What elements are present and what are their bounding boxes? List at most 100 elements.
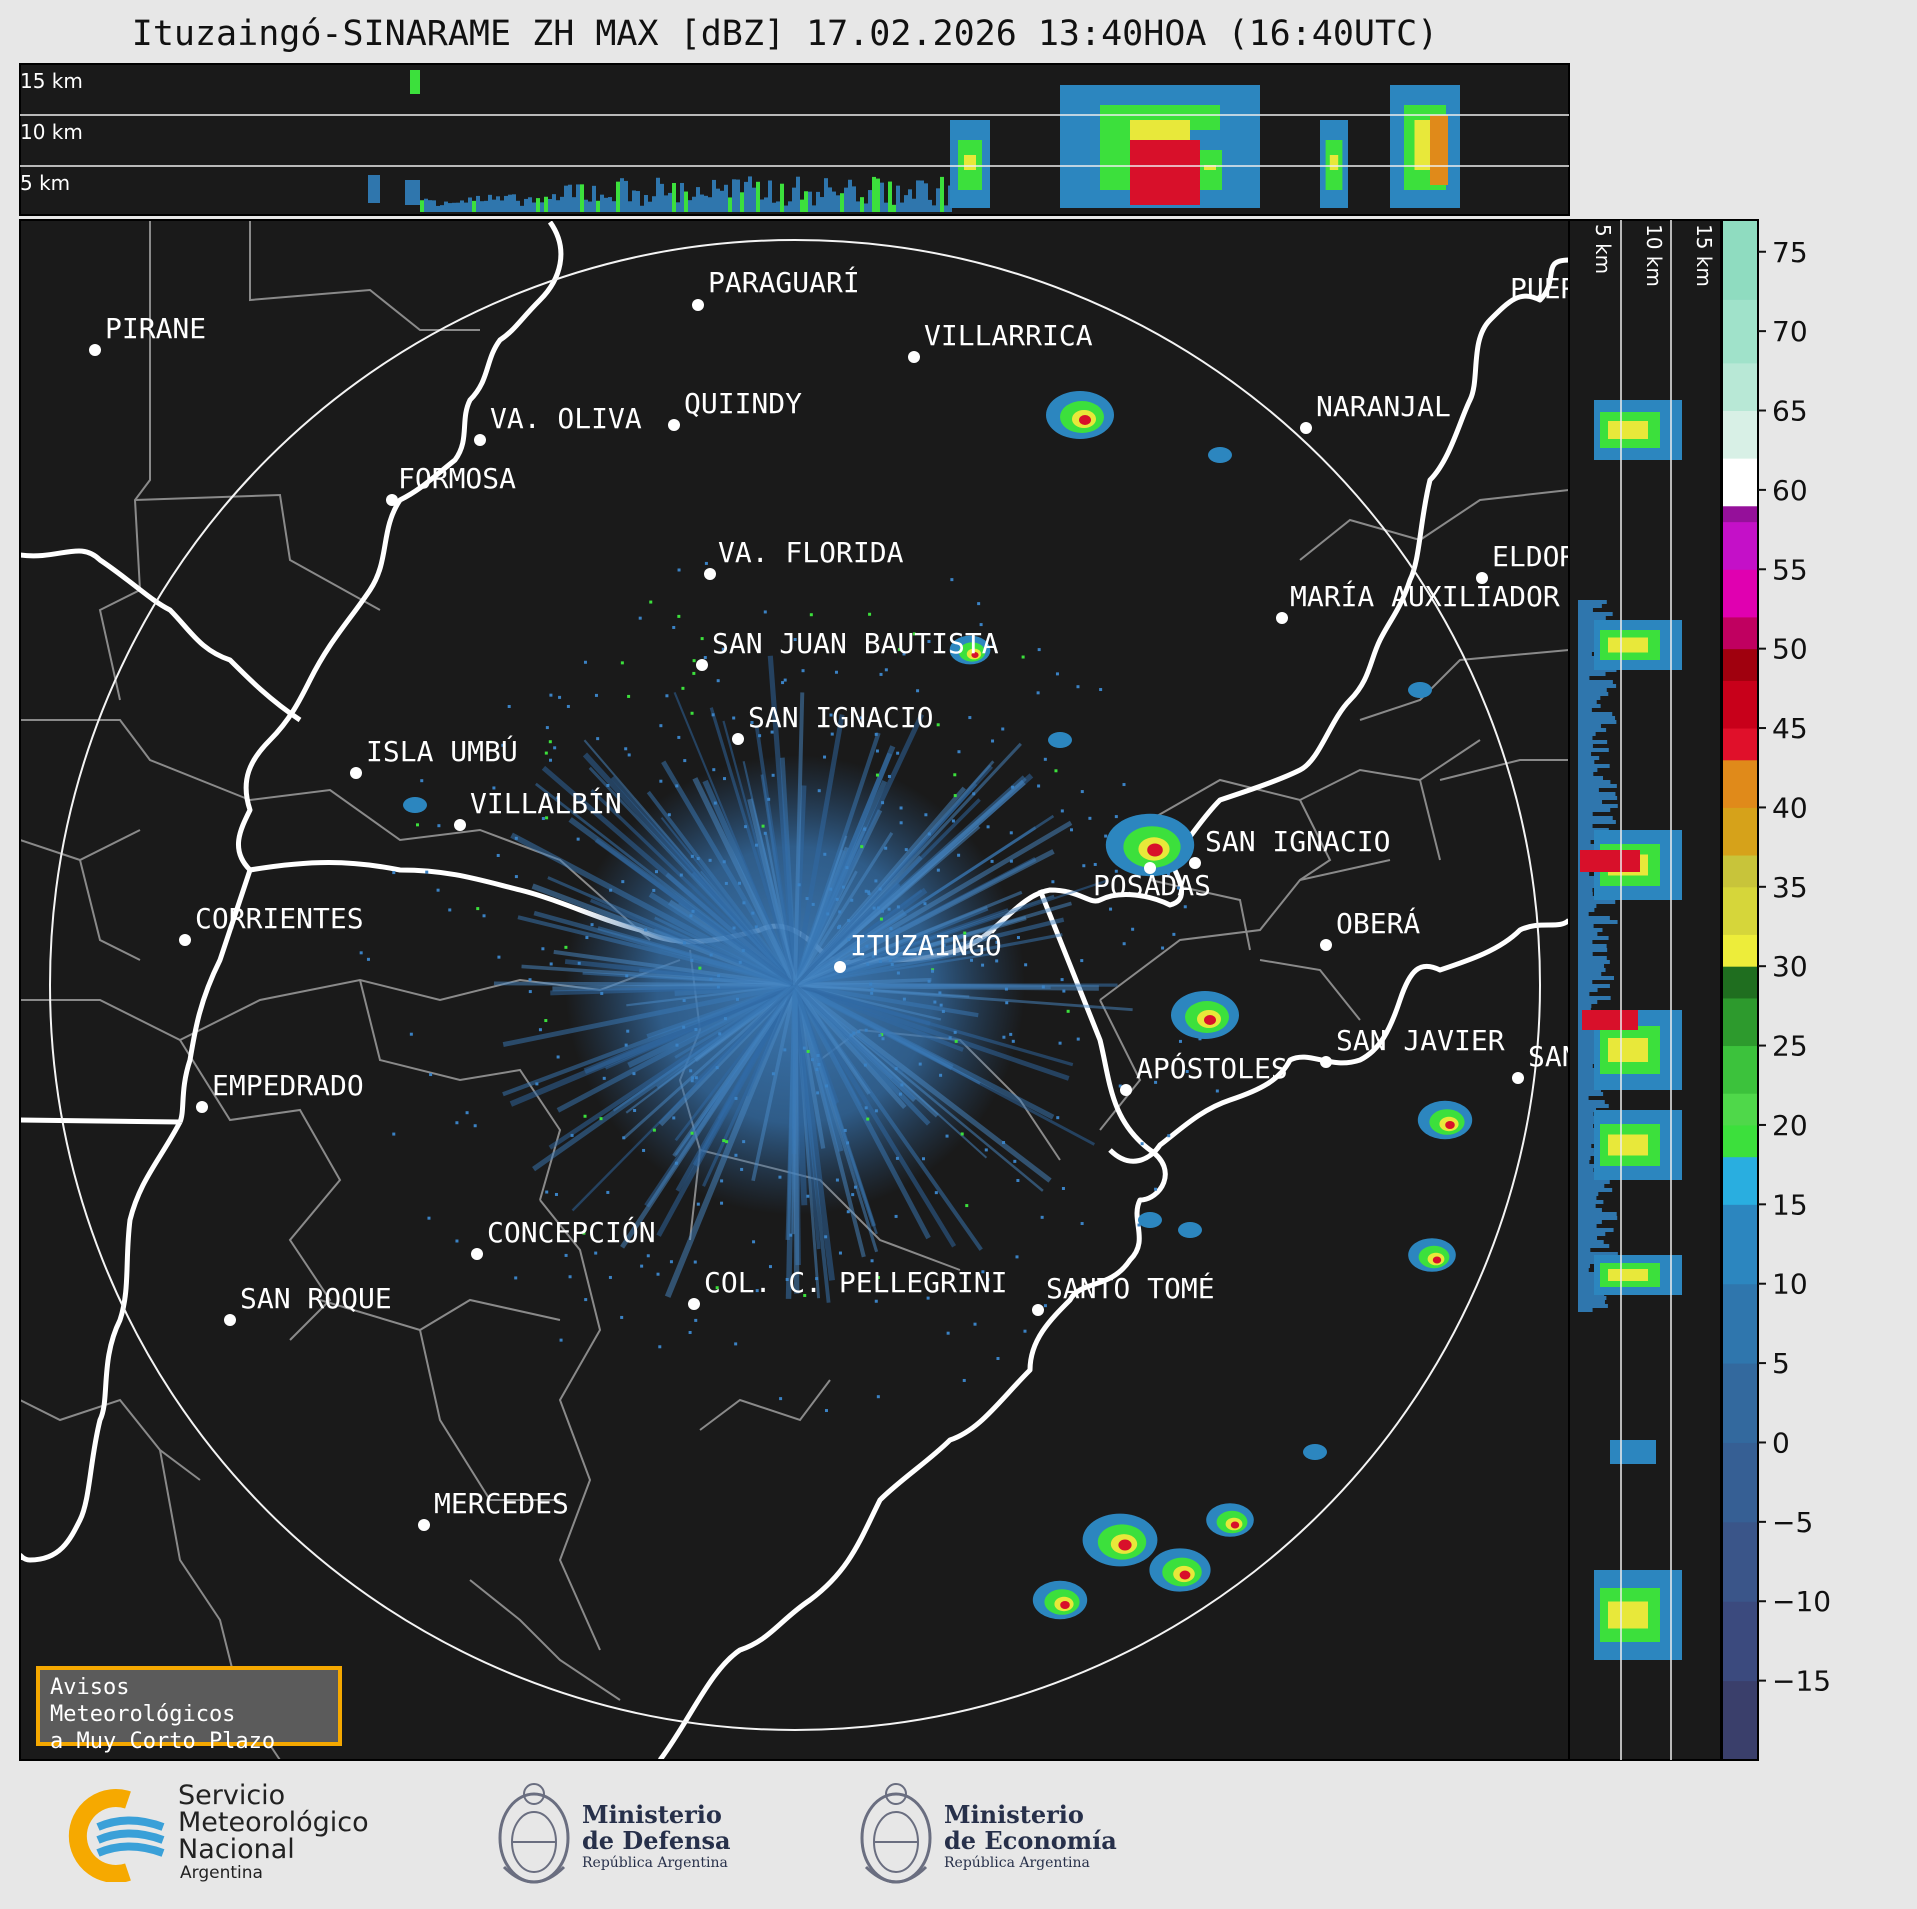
speckle (627, 753, 631, 757)
side-echo-row (1578, 892, 1593, 896)
speckle (927, 639, 931, 643)
speckle (1004, 987, 1008, 991)
top-echo-column (540, 202, 544, 212)
side-echo-row (1578, 1236, 1598, 1240)
side-echo-row (1578, 1132, 1600, 1136)
speckle (696, 857, 700, 861)
speckle (722, 1139, 726, 1143)
side-echo-row (1578, 956, 1607, 960)
top-echo-column (484, 200, 488, 212)
speckle (1154, 1080, 1158, 1084)
speckle (824, 1235, 828, 1239)
side-echo-row (1608, 1601, 1648, 1629)
side-echo-row (1578, 872, 1590, 876)
clutter-ray (502, 982, 796, 1047)
economia-line-2: de Economía (944, 1826, 1117, 1855)
side-echo-row (1578, 884, 1610, 888)
city-marker (696, 659, 708, 671)
speckle (939, 1073, 943, 1077)
speckle (734, 1096, 738, 1100)
clutter-ray (605, 983, 796, 1070)
speckle (689, 914, 693, 918)
top-echo-column (468, 197, 472, 212)
top-echo-column (512, 194, 516, 212)
side-echo-row (1608, 1269, 1648, 1281)
top-echo-column (932, 205, 936, 212)
speckle (712, 768, 716, 772)
colorbar-tick-label: 65 (1772, 395, 1808, 428)
side-echo-row (1578, 684, 1617, 688)
top-echo-column (528, 197, 532, 212)
top-echo-column (680, 182, 684, 212)
side-height-15km: 15 km (1692, 224, 1716, 287)
speckle (870, 988, 874, 992)
city-label: NARANJAL (1316, 390, 1451, 423)
side-echo-row (1578, 696, 1601, 700)
speckle (672, 625, 676, 629)
speckle (835, 897, 839, 901)
side-echo-row (1578, 880, 1605, 884)
top-echo-column (592, 185, 596, 212)
side-echo-row (1578, 968, 1606, 972)
city-labels: PARAGUARÍ PIRANE VILLARRICA VA. OLIVA QUIIND… (89, 265, 1569, 1531)
speckle (576, 837, 580, 841)
speckle (722, 860, 726, 864)
speckle (596, 737, 600, 741)
speckle (553, 746, 557, 750)
speckle (545, 726, 549, 730)
side-echo-row (1578, 844, 1606, 848)
top-echo-column (728, 197, 732, 212)
speckle (627, 694, 631, 698)
side-echo-row (1578, 756, 1600, 760)
top-echo-column (480, 201, 484, 212)
side-echo-row (1578, 680, 1613, 684)
speckle (1069, 828, 1073, 832)
speckle (1009, 859, 1013, 863)
top-echo-column (600, 194, 604, 212)
speckle (625, 974, 629, 978)
speckle (878, 1033, 882, 1037)
speckle (554, 1192, 558, 1196)
speckle (866, 962, 870, 966)
side-echo-row (1578, 788, 1599, 792)
colorbar-tick-label: 40 (1772, 791, 1808, 824)
side-echo-row (1578, 1160, 1590, 1164)
speckle (806, 1049, 810, 1053)
top-echo-column (552, 194, 556, 212)
speckle (817, 789, 821, 793)
side-echo-row (1578, 1288, 1605, 1292)
speckle (1131, 927, 1135, 931)
notice-box[interactable]: Avisos Meteorológicos a Muy Corto Plazo (36, 1666, 342, 1754)
speckle (768, 1265, 772, 1269)
city-label: OBERÁ (1336, 906, 1420, 940)
speckle (1137, 1223, 1141, 1227)
top-echo-column (704, 195, 708, 212)
top-echo-column (660, 183, 664, 212)
speckle (763, 610, 767, 614)
speckle (871, 954, 875, 958)
side-echo-row (1578, 1032, 1597, 1036)
city-label: PIRANE (105, 312, 206, 345)
clutter-ray (793, 983, 916, 1101)
speckle (1154, 1187, 1158, 1191)
top-echo-column (432, 200, 436, 212)
speckle (865, 944, 869, 948)
speckle (681, 686, 685, 690)
clutter-ray (660, 816, 796, 986)
speckle (1036, 691, 1040, 695)
top-echo-column (596, 200, 600, 212)
speckle (501, 743, 505, 747)
speckle (667, 813, 671, 817)
side-echo-row (1578, 1272, 1601, 1276)
clutter-ray (793, 982, 1052, 1183)
storm-cell-core (1204, 1015, 1216, 1025)
top-echo-column (908, 189, 912, 212)
defensa-logo: Ministerio de Defensa República Argentin… (494, 1772, 754, 1896)
speckle (981, 1270, 985, 1274)
speckle (416, 823, 420, 827)
top-echo-column (864, 203, 868, 212)
speckle (535, 1082, 539, 1086)
speckle (1062, 989, 1066, 993)
city-label: APÓSTOLES (1136, 1051, 1288, 1085)
colorbar-band (1722, 458, 1758, 507)
